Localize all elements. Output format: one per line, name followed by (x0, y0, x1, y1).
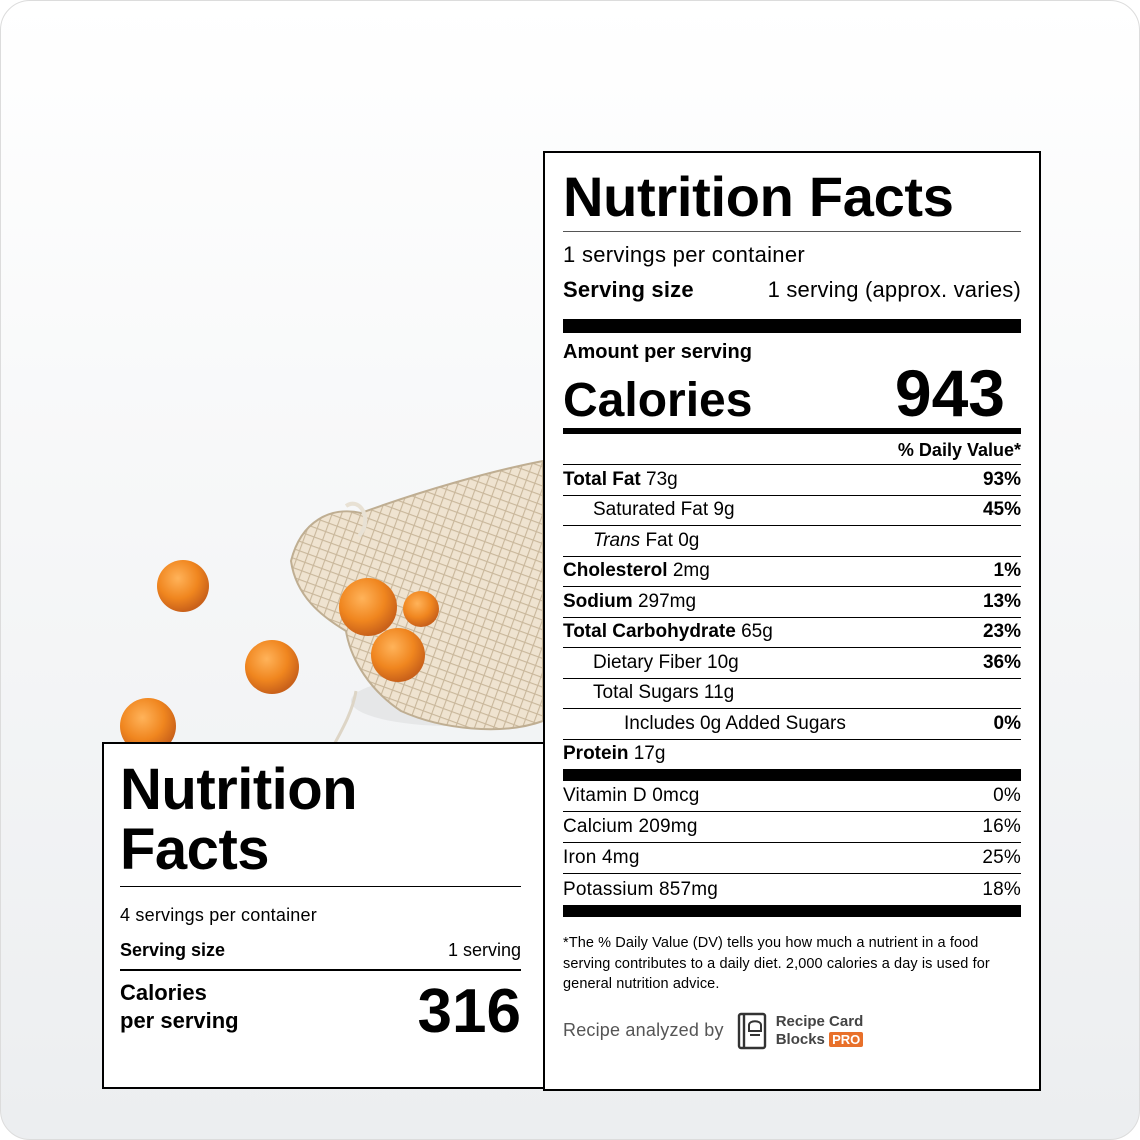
thick-divider (563, 905, 1021, 917)
divider (120, 886, 521, 887)
label-title: Nutrition Facts (563, 165, 954, 228)
daily-value-header: % Daily Value* (897, 440, 1021, 460)
nutrient-row-protein: Protein 17g (563, 738, 1021, 770)
servings-per-container: 1 servings per container (563, 242, 805, 267)
nutrient-amount: 65g (741, 621, 773, 643)
nutrient-row-added-sugars: Includes 0g Added Sugars 0% (563, 708, 1021, 739)
nutrition-facts-label: Nutrition Facts 1 servings per container… (543, 151, 1041, 1091)
thick-divider (563, 319, 1021, 333)
divider (120, 969, 521, 971)
nutrient-amount: 11g (703, 682, 735, 704)
small-calories-row: Calories per serving 316 (120, 979, 521, 1043)
nutrient-row-trans-fat: Trans Fat 0g (563, 525, 1021, 556)
nutrient-row-sodium: Sodium 297mg 13% (563, 586, 1021, 617)
nutrient-name: Protein (563, 743, 629, 765)
nutrient-amount: 2mg (672, 560, 710, 582)
divider (563, 231, 1021, 232)
small-servings-per-container: 4 servings per container (120, 905, 317, 925)
analyzed-by-row: Recipe analyzed by Recipe Card Blocks PR… (563, 1011, 1021, 1051)
nutrient-amount: 10g (707, 651, 739, 673)
small-serving-size-value: 1 serving (447, 940, 521, 960)
nutrient-name: Total Sugars (593, 682, 699, 704)
vitamin-pct: 18% (982, 878, 1021, 900)
small-calories-label: Calories per serving (120, 979, 239, 1035)
amount-per-serving: Amount per serving (563, 341, 752, 363)
vitamin-name: Iron 4mg (563, 847, 640, 868)
recipe-book-icon (737, 1012, 766, 1049)
small-calories-label-line1: Calories (120, 980, 207, 1005)
nutrient-name: Dietary Fiber (593, 651, 702, 673)
nutrient-pct: 93% (982, 468, 1021, 490)
calories-label: Calories (563, 374, 753, 427)
nutrient-row-dietary-fiber: Dietary Fiber 10g 36% (563, 647, 1021, 678)
brand-line1: Recipe Card (775, 1012, 864, 1030)
nutrient-pct: 45% (982, 499, 1021, 521)
nutrient-row-total-fat: Total Fat 73g 93% (563, 464, 1021, 495)
thick-divider (563, 769, 1021, 781)
small-serving-size-label: Serving size (120, 940, 226, 960)
vitamin-row-potassium: Potassium 857mg 18% (563, 874, 1021, 905)
brand-line2: Blocks (775, 1030, 825, 1048)
serving-size-row: Serving size 1 serving (approx. varies) (563, 277, 1021, 303)
nutrient-pct: 0% (993, 712, 1021, 734)
nutrient-pct: 13% (982, 590, 1021, 612)
vitamin-name: Vitamin D 0mcg (563, 785, 700, 806)
vitamin-row-vitamin-d: Vitamin D 0mcg 0% (563, 781, 1021, 812)
nutrient-row-total-carbohydrate: Total Carbohydrate 65g 23% (563, 616, 1021, 648)
nutrient-pct: 23% (982, 621, 1021, 643)
nutrient-row-total-sugars: Total Sugars 11g (563, 677, 1021, 709)
vitamin-row-iron: Iron 4mg 25% (563, 843, 1021, 874)
serving-size-value: 1 serving (approx. varies) (767, 277, 1021, 302)
calories-row: Calories 943 (563, 360, 1021, 427)
nutrient-name: Total Carbohydrate (563, 621, 736, 643)
calories-value: 943 (894, 356, 1005, 430)
small-label-title: Nutrition Facts (120, 757, 358, 882)
vitamin-row-calcium: Calcium 209mg 16% (563, 812, 1021, 843)
small-calories-label-line2: per serving (120, 1008, 239, 1033)
nutrient-name: Includes 0g Added Sugars (624, 712, 846, 734)
small-nutrition-label: Nutrition Facts 4 servings per container… (102, 742, 545, 1089)
nutrient-amount: 9g (713, 499, 735, 521)
nutrient-amount: 297mg (637, 590, 697, 612)
vitamin-pct: 16% (982, 816, 1021, 837)
apricot-group (120, 560, 439, 754)
nutrient-pct: 1% (993, 560, 1021, 582)
serving-size-label: Serving size (563, 277, 694, 302)
analyzed-by-text: Recipe analyzed by (563, 1020, 724, 1040)
nutrient-amount: 0g (678, 529, 700, 551)
nutrient-name: Cholesterol (563, 560, 668, 582)
nutrient-name-suffix: Fat (645, 529, 673, 551)
pro-badge: PRO (829, 1031, 864, 1047)
vitamin-pct: 0% (993, 785, 1021, 806)
nutrient-pct: 36% (982, 651, 1021, 673)
nutrient-name: Sodium (563, 590, 633, 612)
nutrient-row-saturated-fat: Saturated Fat 9g 45% (563, 494, 1021, 526)
nutrient-name: Total Fat (563, 468, 641, 490)
vitamin-pct: 25% (982, 847, 1021, 868)
daily-value-footnote: *The % Daily Value (DV) tells you how mu… (563, 935, 990, 992)
small-calories-value: 316 (417, 977, 521, 1046)
small-serving-size-row: Serving size 1 serving (120, 940, 521, 961)
nutrient-name: Saturated Fat (593, 499, 709, 521)
nutrient-amount: 73g (646, 468, 678, 490)
nutrient-name: Trans (593, 529, 641, 551)
vitamin-name: Calcium 209mg (563, 816, 698, 837)
nutrient-row-cholesterol: Cholesterol 2mg 1% (563, 555, 1021, 587)
medium-divider (563, 428, 1021, 434)
nutrient-amount: 17g (633, 743, 666, 765)
brand-name: Recipe Card Blocks PRO (776, 1013, 864, 1049)
vitamin-name: Potassium 857mg (563, 878, 719, 900)
